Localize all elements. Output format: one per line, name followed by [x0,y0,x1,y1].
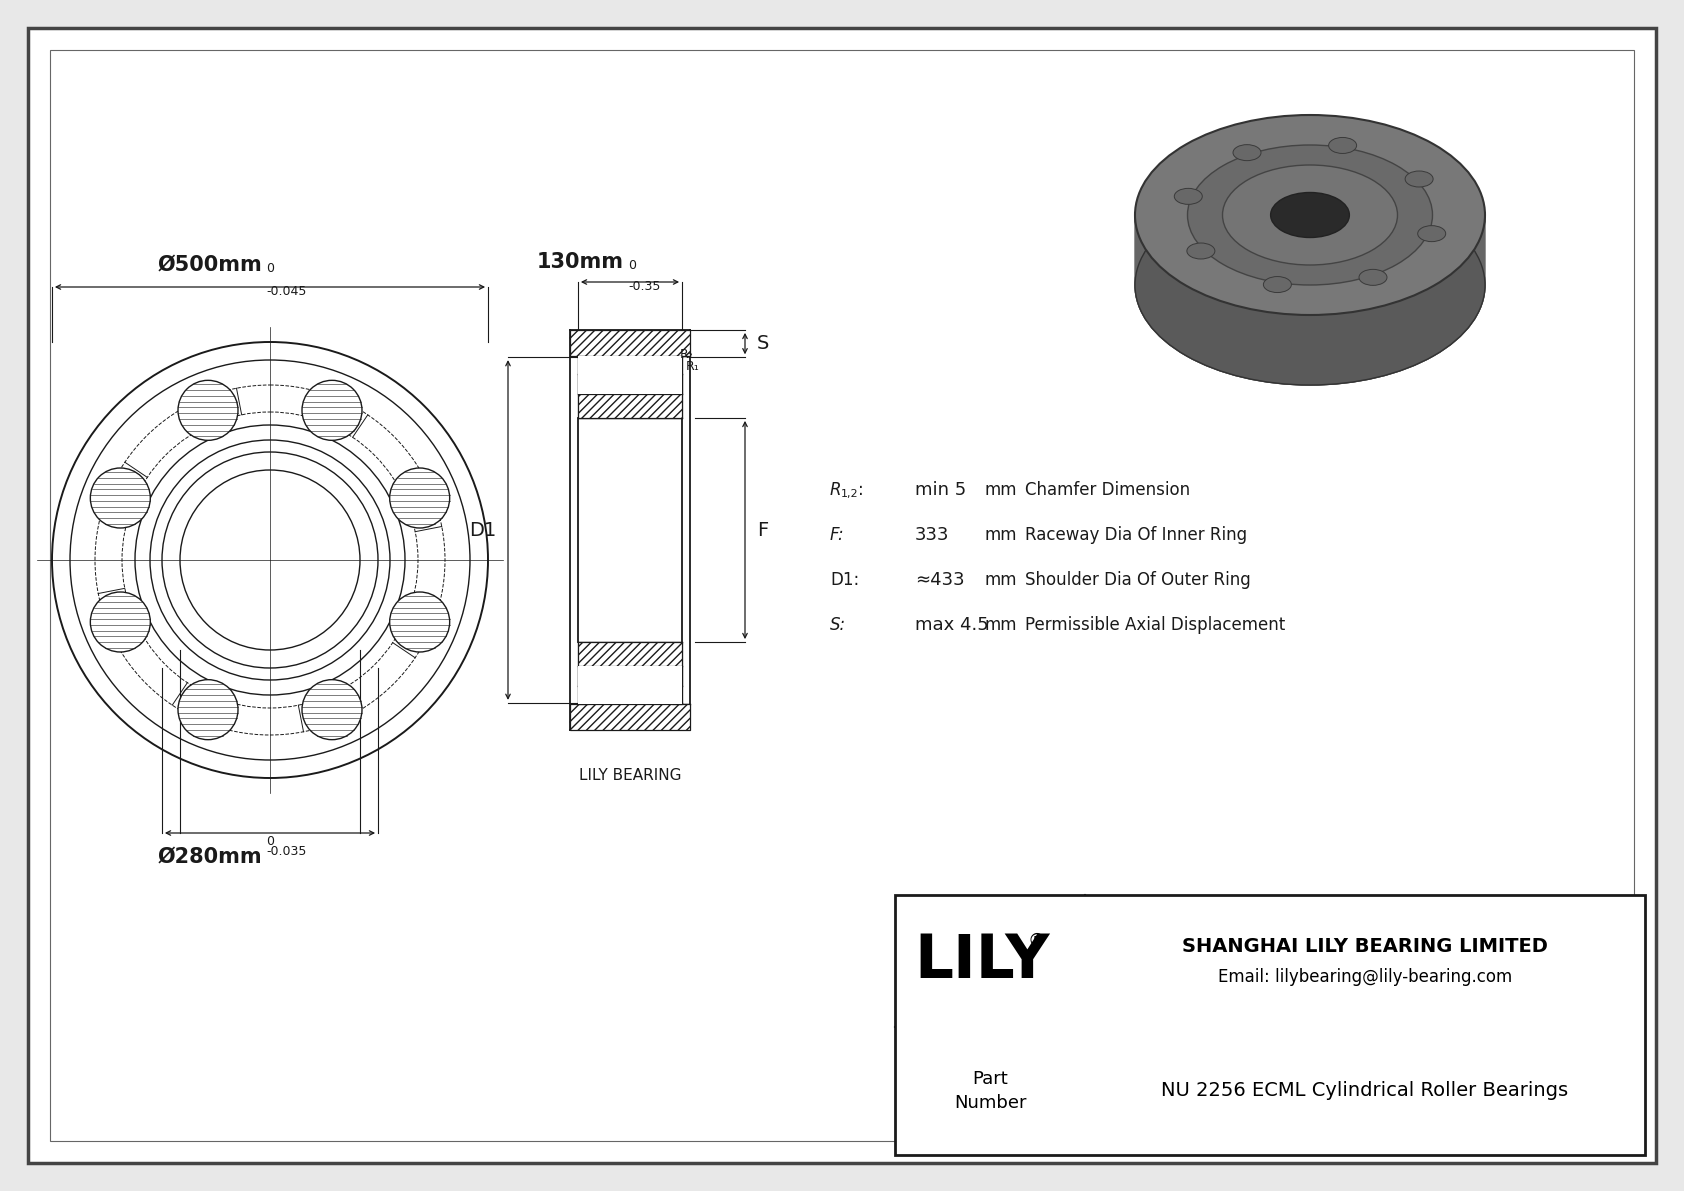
Ellipse shape [1271,193,1349,237]
Text: 1,2: 1,2 [840,490,859,499]
Ellipse shape [1174,188,1202,205]
Text: ≈433: ≈433 [914,570,965,590]
Text: ®: ® [1027,933,1046,950]
Circle shape [389,592,450,651]
Ellipse shape [1223,166,1398,266]
Text: SHANGHAI LILY BEARING LIMITED: SHANGHAI LILY BEARING LIMITED [1182,937,1548,956]
Circle shape [389,468,450,528]
Circle shape [179,680,237,740]
Text: D1:: D1: [830,570,859,590]
Text: :: : [859,481,864,499]
Text: 0: 0 [266,262,274,275]
Text: S: S [758,335,770,353]
Bar [578,666,682,686]
Ellipse shape [1233,144,1261,161]
Bar [578,666,682,703]
Bar [578,356,682,374]
Text: NU 2256 ECML Cylindrical Roller Bearings: NU 2256 ECML Cylindrical Roller Bearings [1162,1081,1568,1100]
Polygon shape [1135,216,1485,385]
Text: mm: mm [985,570,1017,590]
Text: Permissible Axial Displacement: Permissible Axial Displacement [1026,616,1285,634]
Ellipse shape [1266,260,1354,310]
Ellipse shape [1135,185,1485,385]
Ellipse shape [1263,276,1292,293]
Text: 0: 0 [628,258,637,272]
Text: mm: mm [985,616,1017,634]
Bar [569,330,690,356]
Circle shape [91,592,150,651]
Ellipse shape [1187,145,1433,285]
Circle shape [179,380,237,441]
Text: Chamfer Dimension: Chamfer Dimension [1026,481,1191,499]
Text: Shoulder Dia Of Outer Ring: Shoulder Dia Of Outer Ring [1026,570,1251,590]
Text: 333: 333 [914,526,950,544]
Circle shape [301,680,362,740]
Bar [578,374,682,394]
Bar [578,686,682,704]
Text: Ø280mm: Ø280mm [157,847,263,867]
Ellipse shape [1135,185,1485,385]
Ellipse shape [1187,243,1214,258]
Text: LILY: LILY [914,931,1049,991]
Text: -0.35: -0.35 [628,280,660,293]
Text: R₁: R₁ [685,360,701,373]
Circle shape [91,468,150,528]
Text: R: R [830,481,842,499]
Circle shape [301,380,362,441]
Text: Ø500mm: Ø500mm [157,255,263,275]
Text: 0: 0 [266,835,274,848]
Ellipse shape [1329,137,1357,154]
Bar [569,704,690,730]
Text: mm: mm [985,481,1017,499]
Ellipse shape [1404,172,1433,187]
Bar [578,357,682,418]
Ellipse shape [1135,116,1485,314]
Bar [578,357,682,394]
Text: Raceway Dia Of Inner Ring: Raceway Dia Of Inner Ring [1026,526,1248,544]
Text: LILY BEARING: LILY BEARING [579,768,682,782]
Text: S:: S: [830,616,845,634]
Ellipse shape [1359,269,1388,286]
Text: Part
Number: Part Number [953,1070,1026,1112]
Text: Email: lilybearing@lily-bearing.com: Email: lilybearing@lily-bearing.com [1218,968,1512,986]
Text: min 5: min 5 [914,481,967,499]
Text: D1: D1 [468,520,497,540]
Bar [578,642,682,703]
Text: -0.035: -0.035 [266,844,306,858]
Bar [894,894,1645,1155]
Text: 130mm: 130mm [537,252,625,272]
Text: mm: mm [985,526,1017,544]
Text: F:: F: [830,526,845,544]
Text: max 4.5: max 4.5 [914,616,989,634]
Text: F: F [758,520,768,540]
Ellipse shape [1418,225,1445,242]
Text: -0.045: -0.045 [266,285,306,298]
Text: R₂: R₂ [680,348,694,361]
